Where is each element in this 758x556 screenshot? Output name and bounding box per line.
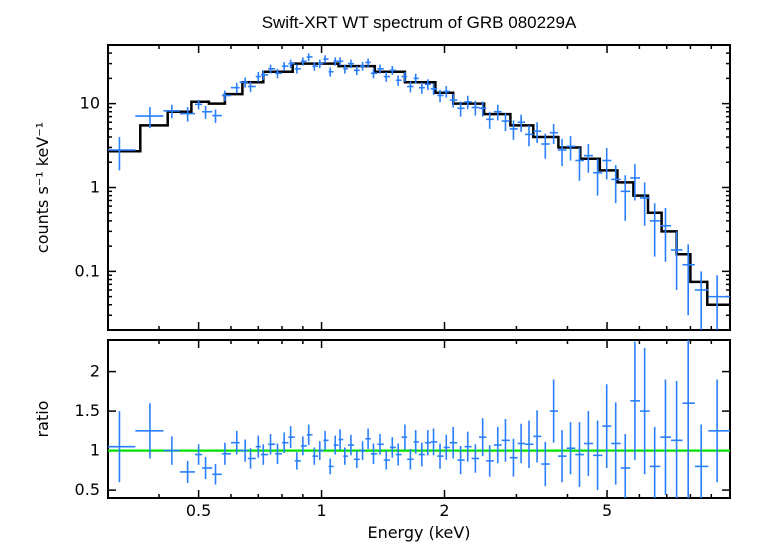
ytick-label-top: 1 bbox=[90, 178, 100, 197]
model-curve bbox=[108, 64, 730, 305]
spectrum-plot-container: { "title": "Swift-XRT WT spectrum of GRB… bbox=[0, 0, 758, 556]
y-axis-label-top: counts s⁻¹ keV⁻¹ bbox=[33, 122, 52, 253]
xtick-label: 5 bbox=[602, 501, 612, 520]
ytick-label-bottom: 1 bbox=[90, 441, 100, 460]
xtick-label: 1 bbox=[316, 501, 326, 520]
xtick-label: 0.5 bbox=[186, 501, 211, 520]
plot-title: Swift-XRT WT spectrum of GRB 080229A bbox=[262, 13, 577, 32]
x-axis-label: Energy (keV) bbox=[367, 523, 470, 542]
xtick-label: 2 bbox=[439, 501, 449, 520]
spectrum-svg: Swift-XRT WT spectrum of GRB 080229A 0.5 1… bbox=[0, 0, 758, 556]
data-points-bottom bbox=[108, 308, 730, 508]
bottom-panel-frame bbox=[108, 340, 730, 498]
ytick-label-bottom: 1.5 bbox=[75, 401, 100, 420]
ytick-label-bottom: 2 bbox=[90, 362, 100, 381]
ytick-label-bottom: 0.5 bbox=[75, 480, 100, 499]
ytick-label-top: 0.1 bbox=[75, 261, 100, 280]
ytick-label-top: 10 bbox=[80, 94, 100, 113]
y-axis-label-bottom: ratio bbox=[33, 401, 52, 438]
data-points-top bbox=[108, 53, 730, 329]
